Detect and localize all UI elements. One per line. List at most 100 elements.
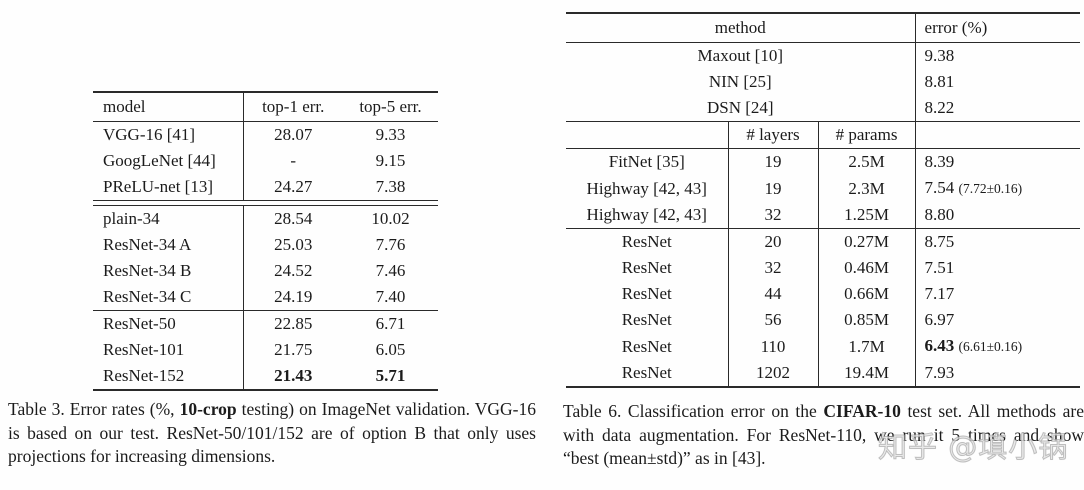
layers-cell: 19	[727, 148, 818, 175]
layers-cell: 20	[727, 228, 818, 255]
table-row: ResNet-152 21.43 5.71	[93, 363, 438, 390]
method-cell: Highway [42, 43]	[586, 178, 707, 198]
error-cell: 8.75	[914, 228, 1081, 255]
top5-err-cell: 7.38	[375, 177, 406, 196]
top1-err-cell: 24.52	[274, 261, 313, 280]
table-row: ResNet 44 0.66M 7.17	[566, 281, 1081, 307]
layers-cell: 32	[727, 202, 818, 229]
table-row: ResNet 110 1.7M 6.43 (6.61±0.16)	[566, 333, 1081, 360]
table6-caption-prefix: Table 6. Classification error on the	[563, 401, 824, 421]
table3-caption: Table 3. Error rates (%, 10-crop testing…	[8, 398, 536, 469]
top1-err-cell: 21.75	[274, 340, 313, 359]
zhihu-watermark: 知乎 @填小锅	[877, 430, 1069, 465]
top5-err-cell: 6.71	[343, 310, 438, 337]
subheader-row: # layers # params	[566, 121, 1081, 149]
top5-err-cell: 7.76	[375, 235, 406, 254]
double-rule	[93, 200, 438, 206]
params-cell: 0.27M	[817, 228, 916, 255]
params-header: # params	[817, 121, 916, 149]
params-cell: 2.3M	[817, 175, 916, 202]
model-cell: ResNet-34 C	[93, 284, 244, 311]
method-cell: ResNet	[621, 284, 672, 303]
table6-caption-bold: CIFAR-10	[823, 401, 901, 421]
rule-cell	[93, 200, 243, 206]
model-cell: GoogLeNet [44]	[93, 148, 244, 174]
layers-cell: 19	[727, 175, 818, 202]
top1-err-cell: 21.43	[274, 366, 313, 385]
top1-err-cell: 24.19	[274, 287, 313, 306]
top5-err-cell: 9.15	[375, 151, 406, 170]
params-cell: 0.85M	[817, 307, 916, 333]
table3-caption-suffix: testing) on ImageNet validation. VGG-16 …	[8, 399, 536, 466]
layers-cell: 32	[727, 255, 818, 281]
table3-caption-bold: 10-crop	[179, 399, 237, 419]
method-cell: ResNet	[621, 363, 672, 382]
table-row: Highway [42, 43] 32 1.25M 8.80	[566, 202, 1081, 229]
model-cell: PReLU-net [13]	[93, 174, 244, 201]
error-cell: 7.54 (7.72±0.16)	[914, 175, 1081, 202]
top1-err-cell: 25.03	[274, 235, 313, 254]
table6-cifar10-errors: method error (%) Maxout [10] 9.38 NIN [25]…	[566, 12, 1081, 388]
method-cell: ResNet	[621, 258, 672, 277]
table-row: PReLU-net [13] 24.27 7.38	[93, 174, 438, 201]
layers-cell: 1202	[727, 360, 818, 387]
blank-cell	[914, 121, 1081, 149]
model-cell: VGG-16 [41]	[93, 121, 244, 148]
layers-cell: 44	[727, 281, 818, 307]
top5-err-cell: 5.71	[375, 366, 406, 385]
layers-header: # layers	[727, 121, 818, 149]
top5-err-cell: 10.02	[371, 209, 410, 228]
error-cell: 8.39	[914, 148, 1081, 175]
table6-caption-suffix: test set. All methods are with data augm…	[563, 401, 1084, 468]
table6-caption: Table 6. Classification error on the CIF…	[563, 400, 1084, 471]
rule-cell	[243, 200, 438, 206]
table-row: Highway [42, 43] 19 2.3M 7.54 (7.72±0.16)	[566, 175, 1081, 202]
top1-err-cell: 28.07	[274, 125, 313, 144]
table3-imagenet-errors: model top-1 err. top-5 err. VGG-16 [41] 2…	[93, 91, 438, 391]
error-cell: 8.80	[914, 202, 1081, 229]
table-row: ResNet-34 C 24.19 7.40	[93, 284, 438, 311]
top5-err-cell: 7.40	[375, 287, 406, 306]
table3-header-model: model	[93, 92, 244, 122]
table3-header-top5: top-5 err.	[343, 92, 438, 122]
error-cell: 9.38	[914, 42, 1081, 69]
table6-header-error: error (%)	[914, 13, 1081, 43]
model-cell: ResNet-50	[93, 310, 244, 337]
method-cell: ResNet	[621, 336, 672, 356]
table-row: VGG-16 [41] 28.07 9.33	[93, 121, 438, 148]
params-cell: 19.4M	[817, 360, 916, 387]
table6-header-method: method	[566, 13, 916, 43]
table-row: DSN [24] 8.22	[566, 95, 1081, 122]
error-cell: 7.93	[914, 360, 1081, 387]
table-row: ResNet-34 A 25.03 7.76	[93, 232, 438, 258]
top1-err-cell: 28.54	[274, 209, 313, 228]
table-row: ResNet 1202 19.4M 7.93	[566, 360, 1081, 387]
top1-err-cell: 24.27	[274, 177, 313, 196]
table-row: ResNet 32 0.46M 7.51	[566, 255, 1081, 281]
table3-header-row: model top-1 err. top-5 err.	[93, 92, 438, 122]
table-row: ResNet 20 0.27M 8.75	[566, 228, 1081, 255]
method-cell: NIN [25]	[708, 72, 772, 91]
params-cell: 1.7M	[817, 333, 916, 360]
top1-err-cell: -	[290, 151, 297, 170]
model-cell: plain-34	[93, 205, 244, 232]
params-cell: 1.25M	[817, 202, 916, 229]
table-row: GoogLeNet [44] - 9.15	[93, 148, 438, 174]
table-row: Maxout [10] 9.38	[566, 42, 1081, 69]
table3-header-top1: top-1 err.	[243, 92, 343, 122]
method-cell: FitNet [35]	[608, 152, 685, 171]
error-cell: 6.97	[914, 307, 1081, 333]
top5-err-cell: 6.05	[375, 340, 406, 359]
table-row: ResNet-50 22.85 6.71	[93, 310, 438, 337]
params-cell: 2.5M	[817, 148, 916, 175]
table6-header-row: method error (%)	[566, 13, 1081, 43]
model-cell: ResNet-34 A	[93, 232, 244, 258]
method-cell: ResNet	[621, 232, 672, 251]
error-cell: 8.22	[914, 95, 1081, 122]
top5-err-cell: 9.33	[375, 125, 406, 144]
layers-cell: 56	[727, 307, 818, 333]
blank-cell	[566, 121, 728, 149]
method-cell: Highway [42, 43]	[566, 202, 728, 229]
layers-cell: 110	[727, 333, 818, 360]
